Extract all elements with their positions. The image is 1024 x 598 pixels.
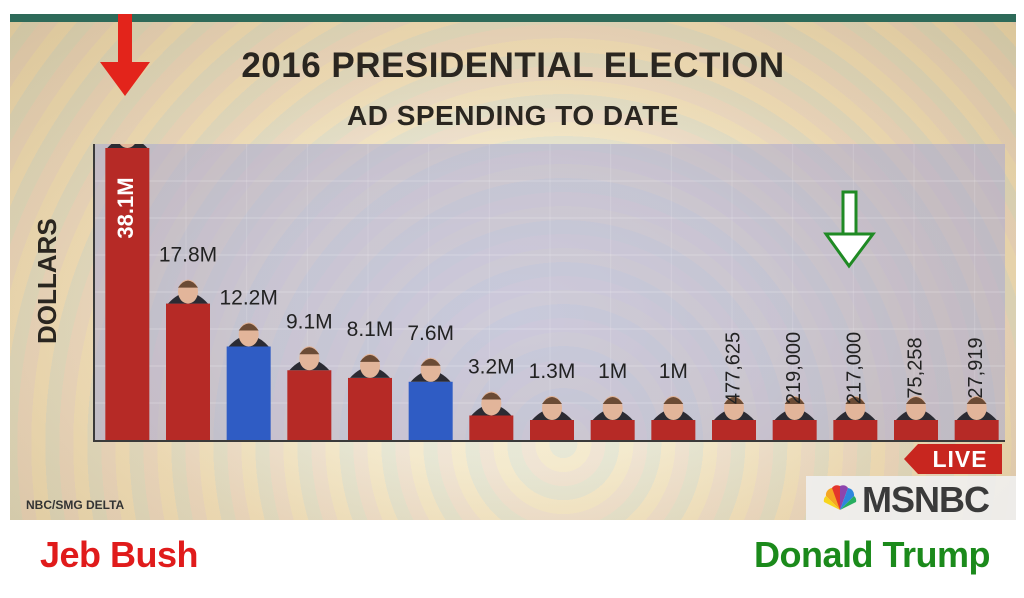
data-label: 7.6M	[407, 322, 454, 345]
chart-subtitle: AD SPENDING TO DATE	[346, 100, 680, 131]
data-label: 8.1M	[347, 318, 394, 341]
bar	[651, 420, 696, 440]
data-label: 1.3M	[529, 360, 576, 383]
caption-donald-trump: Donald Trump	[754, 534, 991, 575]
data-label: 3.2M	[468, 355, 515, 378]
red-arrow-icon	[100, 14, 150, 96]
data-label: 17.8M	[159, 244, 217, 267]
bar	[469, 415, 514, 440]
bar	[712, 420, 756, 440]
candidate-photo-icon	[835, 396, 876, 420]
data-label: 219,000	[783, 332, 805, 404]
arrow-layer	[100, 14, 876, 269]
bar	[590, 420, 635, 440]
bar	[772, 420, 817, 440]
network-logo: MSNBC	[806, 476, 1016, 520]
candidate-photo-icon	[532, 396, 572, 420]
data-label: 477,625	[722, 332, 744, 404]
candidate-photo-icon	[168, 279, 208, 304]
chart-title: 2016 PRESIDENTIAL ELECTION	[241, 46, 785, 85]
bar	[226, 346, 271, 440]
data-label: 1M	[598, 360, 627, 383]
candidate-photo-icon	[653, 396, 694, 420]
data-label: 1M	[659, 360, 688, 383]
candidate-photo-icon	[896, 396, 936, 420]
bar	[894, 420, 938, 440]
data-label: 9.1M	[286, 310, 333, 333]
peacock-icon	[823, 485, 857, 510]
data-label: 38.1M	[113, 177, 138, 238]
bar	[287, 370, 332, 440]
data-label: 75,258	[904, 337, 926, 398]
bar	[408, 381, 453, 440]
bar	[105, 148, 150, 440]
source-label: NBC/SMG DELTA	[26, 498, 125, 512]
candidate-photo-icon	[774, 396, 815, 420]
data-label: 12.2M	[219, 286, 277, 309]
bar	[166, 303, 210, 440]
screen-top-border	[10, 14, 1016, 22]
candidate-photo-icon	[228, 322, 269, 347]
green-arrow-icon	[823, 190, 876, 269]
candidate-photo-icon	[107, 144, 148, 148]
candidate-photo-icon	[350, 353, 390, 378]
live-badge: LIVE	[904, 444, 1002, 474]
caption-jeb-bush: Jeb Bush	[40, 534, 199, 575]
bar	[954, 420, 999, 440]
bar	[833, 420, 878, 440]
candidate-photo-icon	[289, 346, 330, 371]
bar	[348, 377, 392, 440]
data-label: 27,919	[965, 337, 987, 398]
candidate-photo-icon	[471, 391, 512, 416]
candidate-photo-icon	[592, 396, 633, 420]
candidate-photo-icon	[956, 396, 997, 420]
network-name: MSNBC	[862, 479, 990, 520]
candidate-photo-icon	[714, 396, 754, 420]
data-label: 217,000	[844, 332, 866, 404]
bar	[530, 420, 574, 440]
candidate-photo-icon	[410, 357, 451, 382]
plot-area: 38.1M 17.8M 12.2M 9.1M 8.1M 7.6M 3.2M 1.3M 1M 1M 4…	[93, 144, 1005, 442]
